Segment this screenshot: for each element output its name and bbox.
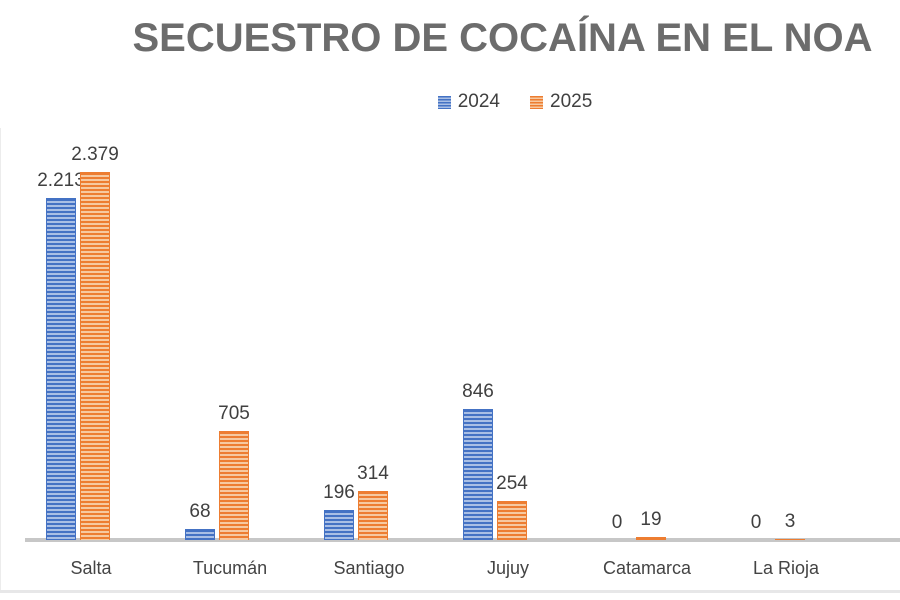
legend-item-2025: 2025 [530, 91, 592, 113]
value-label-2024-salta: 2.213 [37, 170, 85, 191]
value-label-2025-salta: 2.379 [71, 144, 119, 165]
bar-2025-la-rioja [775, 539, 805, 540]
value-label-2025-jujuy: 254 [496, 473, 528, 494]
bar-2025-jujuy [497, 501, 527, 540]
value-label-2024-jujuy: 846 [462, 381, 494, 402]
value-label-2025-tucumán: 705 [218, 403, 250, 424]
value-label-2024-catamarca: 0 [611, 512, 623, 533]
category-label-jujuy: Jujuy [486, 558, 530, 578]
value-label-2025-catamarca: 19 [640, 509, 662, 530]
legend-swatch-2024-icon [437, 95, 451, 109]
bottom-border-line [0, 590, 900, 593]
bar-2024-santiago [324, 510, 354, 540]
legend-swatch-2025-icon [530, 95, 543, 109]
x-axis-line [25, 538, 900, 542]
category-label-la-rioja: La Rioja [752, 558, 820, 578]
bar-2025-catamarca [636, 537, 666, 540]
bar-2025-tucumán [219, 431, 249, 540]
left-border-line [0, 128, 1, 591]
category-label-santiago: Santiago [333, 558, 405, 578]
bar-2024-tucumán [185, 529, 215, 540]
bar-2025-santiago [358, 491, 388, 540]
bar-2024-jujuy [463, 409, 493, 540]
category-label-salta: Salta [70, 558, 112, 578]
bar-2025-salta [80, 172, 110, 540]
value-label-2024-tucumán: 68 [189, 501, 211, 522]
legend: 2024 2025 [0, 91, 900, 113]
value-label-2024-santiago: 196 [323, 482, 355, 503]
chart-title: SECUESTRO DE COCAÍNA EN EL NOA [132, 16, 873, 60]
bar-2024-salta [46, 198, 76, 540]
legend-item-2024: 2024 [437, 91, 500, 113]
value-label-2024-la-rioja: 0 [750, 512, 762, 533]
legend-label-2025: 2025 [550, 91, 593, 112]
value-label-2025-santiago: 314 [357, 463, 389, 484]
legend-label-2024: 2024 [457, 91, 500, 112]
value-label-2025-la-rioja: 3 [784, 511, 796, 532]
category-label-tucumán: Tucumán [192, 558, 268, 578]
category-label-catamarca: Catamarca [602, 558, 692, 578]
